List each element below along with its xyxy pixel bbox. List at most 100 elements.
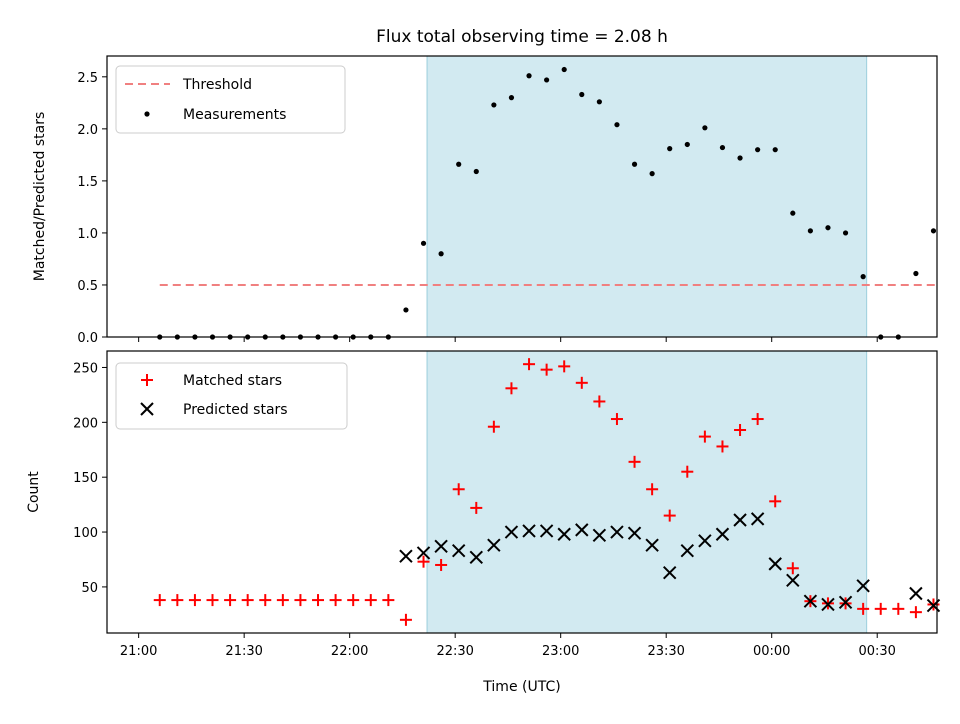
- predicted-star-point: [909, 586, 923, 601]
- bottom-legend-box: [115, 362, 348, 430]
- y-tick-label: 0.5: [77, 279, 98, 294]
- x-tick-label: 22:30: [436, 644, 473, 659]
- measurement-point: [596, 99, 602, 105]
- measurement-point: [790, 210, 796, 216]
- predicted-star-point: [821, 597, 835, 612]
- matched-star-point: [523, 358, 536, 371]
- predicted-star-point: [645, 538, 659, 552]
- bottom-y-axis-label: Count: [26, 471, 42, 513]
- measurement-point: [491, 102, 497, 108]
- measurement-point: [456, 161, 462, 167]
- measurement-point: [719, 144, 726, 151]
- matched-star-point: [628, 455, 641, 468]
- y-tick-label: 250: [73, 361, 98, 376]
- matched-star-point: [294, 594, 307, 607]
- predicted-star-point: [434, 539, 448, 554]
- matched-star-point: [224, 594, 237, 607]
- top-legend: Threshold Measurements: [115, 65, 346, 134]
- y-tick-label: 150: [73, 471, 98, 486]
- measurement-point: [403, 307, 409, 313]
- measurement-point: [508, 95, 515, 101]
- y-tick-label: 2.0: [77, 123, 98, 138]
- predicted-star-point: [487, 538, 501, 552]
- matched-star-point: [716, 440, 729, 453]
- matched-star-point: [259, 594, 272, 607]
- measurement-point: [913, 270, 919, 277]
- predicted-star-point: [592, 528, 607, 543]
- bottom-panel: 50 100 150 200 250 21:00 21:30 22:00 22:30 23:00…: [26, 350, 941, 695]
- x-axis-label: Time (UTC): [482, 679, 560, 695]
- legend-matched-swatch: [141, 374, 153, 386]
- predicted-star-point: [451, 543, 466, 558]
- predicted-star-point: [663, 565, 677, 580]
- matched-star-point: [681, 465, 694, 478]
- measurement-point: [631, 161, 638, 167]
- x-tick-label: 00:30: [858, 644, 895, 659]
- measurement-point: [420, 240, 427, 246]
- chart-title: Flux total observing time = 2.08 h: [376, 27, 668, 47]
- legend-matched-label: Matched stars: [183, 373, 282, 389]
- bottom-y-ticks: 50 100 150 200 250: [73, 361, 107, 596]
- predicted-star-point: [416, 546, 431, 560]
- bottom-axes-frame: [106, 350, 938, 634]
- measurement-point: [772, 147, 778, 153]
- predicted-star-point: [715, 527, 730, 541]
- matched-star-point: [909, 606, 922, 619]
- bottom-legend: Matched stars Predicted stars: [115, 362, 348, 430]
- matched-star-point: [329, 594, 342, 607]
- matched-star-point: [435, 558, 448, 571]
- legend-measurements-label: Measurements: [183, 107, 286, 123]
- matched-star-point: [206, 594, 219, 607]
- top-x-ticks: [138, 337, 878, 342]
- matched-star-point: [153, 594, 166, 607]
- observing-span-top: [426, 55, 868, 338]
- predicted-star-point: [803, 594, 818, 608]
- matched-star-point: [188, 594, 201, 607]
- predicted-star-point: [610, 525, 624, 539]
- y-tick-label: 1.5: [77, 175, 98, 190]
- measurement-point: [544, 77, 550, 83]
- y-tick-label: 100: [73, 526, 98, 541]
- matched-star-point: [734, 424, 747, 437]
- measurement-point: [860, 274, 866, 280]
- predicted-star-point: [856, 579, 870, 593]
- measurement-point: [526, 73, 532, 79]
- predicted-star-point: [504, 525, 519, 539]
- matched-star-point: [610, 413, 623, 426]
- x-tick-label: 21:00: [120, 644, 157, 659]
- count-points: [153, 358, 941, 626]
- predicted-star-point: [698, 534, 712, 548]
- measurement-point: [438, 251, 444, 257]
- measurement-point: [702, 125, 708, 131]
- matched-star-point: [874, 602, 887, 615]
- matched-star-point: [857, 602, 870, 615]
- matched-star-point: [382, 594, 395, 607]
- matched-star-point: [171, 594, 184, 607]
- predicted-star-point: [838, 595, 853, 609]
- predicted-star-point: [750, 512, 765, 526]
- predicted-star-point: [557, 527, 571, 541]
- legend-measurements-swatch: [144, 111, 150, 117]
- legend-threshold-label: Threshold: [182, 77, 252, 93]
- top-legend-box: [115, 65, 346, 134]
- predicted-star-point: [627, 526, 642, 540]
- predicted-star-point: [680, 543, 695, 558]
- y-tick-label: 50: [81, 581, 98, 596]
- predicted-star-point: [768, 557, 782, 571]
- measurement-point: [561, 66, 567, 73]
- matched-star-point: [347, 594, 360, 607]
- matched-star-point: [558, 360, 571, 373]
- observing-span-bottom: [426, 350, 868, 634]
- x-tick-label: 21:30: [225, 644, 262, 659]
- predicted-star-point: [733, 513, 747, 527]
- matched-star-point: [751, 413, 764, 426]
- x-tick-label: 00:00: [753, 644, 790, 659]
- predicted-star-point: [399, 549, 413, 563]
- y-tick-label: 0.0: [77, 331, 98, 346]
- matched-star-point: [312, 594, 325, 607]
- top-axes-frame: [106, 55, 938, 338]
- y-tick-label: 200: [73, 416, 98, 431]
- x-tick-label: 23:30: [647, 644, 684, 659]
- measurement-point: [667, 146, 673, 152]
